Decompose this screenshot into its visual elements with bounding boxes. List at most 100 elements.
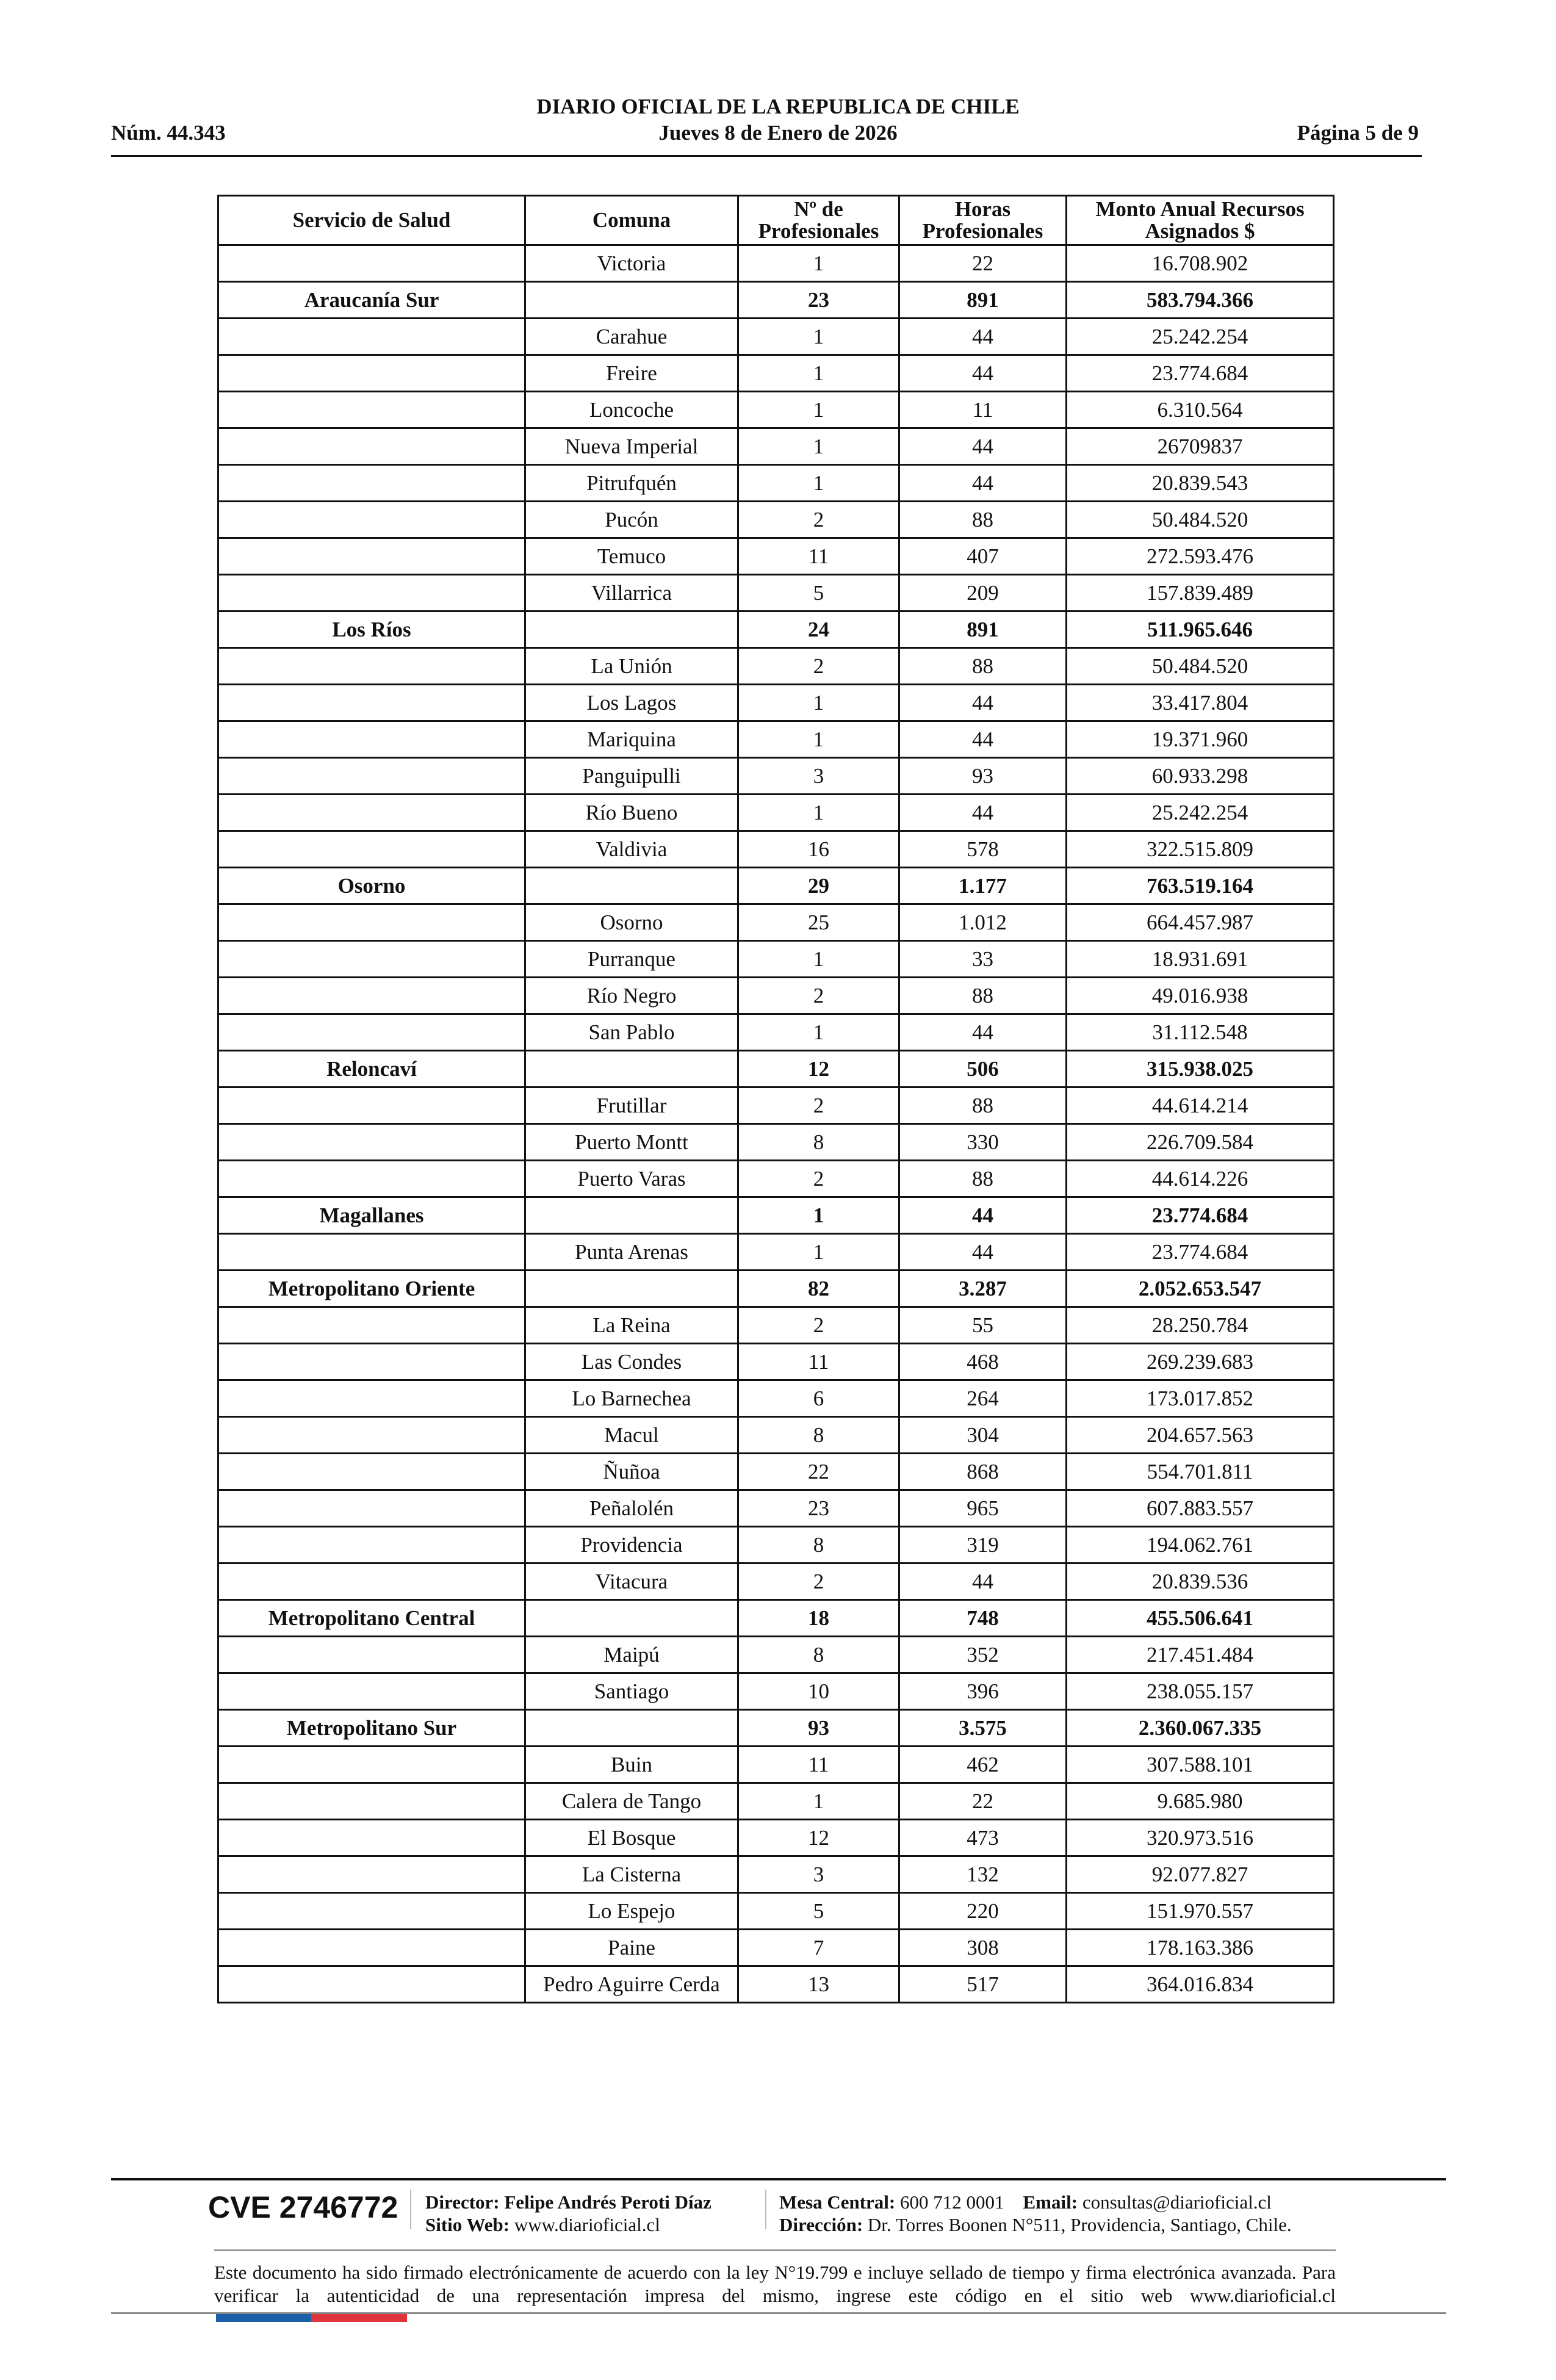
cell-monto: 269.239.683 — [1065, 1343, 1334, 1381]
cell-profesionales: 1 — [737, 317, 900, 356]
cell-profesionales: 82 — [737, 1269, 900, 1308]
cell-horas: 468 — [898, 1343, 1067, 1381]
cell-comuna: Punta Arenas — [524, 1233, 739, 1271]
cell-horas: 264 — [898, 1379, 1067, 1418]
cell-comuna: Victoria — [524, 244, 739, 283]
cell-comuna: Freire — [524, 354, 739, 392]
cell-horas: 891 — [898, 281, 1067, 319]
table-row: Calera de Tango 1 22 9.685.980 — [217, 1782, 1334, 1820]
cell-servicio — [217, 1489, 526, 1527]
cell-profesionales: 2 — [737, 1159, 900, 1198]
service-total-row: Reloncaví 12 506 315.938.025 — [217, 1050, 1334, 1088]
cell-horas: 396 — [898, 1672, 1067, 1711]
address-label: Dirección: — [779, 2214, 863, 2235]
cell-servicio — [217, 1233, 526, 1271]
cell-profesionales: 24 — [737, 610, 900, 649]
cell-horas: 1.177 — [898, 867, 1067, 905]
table-row: Carahue 1 44 25.242.254 — [217, 317, 1334, 356]
health-resources-table: Servicio de Salud Comuna Nº de Profesion… — [217, 195, 1334, 2003]
cell-monto: 31.112.548 — [1065, 1013, 1334, 1051]
cell-comuna — [524, 1050, 739, 1088]
cell-servicio — [217, 976, 526, 1015]
cell-profesionales: 22 — [737, 1452, 900, 1491]
cell-horas: 11 — [898, 391, 1067, 429]
email-link[interactable]: consultas@diarioficial.cl — [1082, 2191, 1272, 2213]
cell-horas: 473 — [898, 1819, 1067, 1857]
cell-monto: 23.774.684 — [1065, 354, 1334, 392]
cell-comuna: Peñalolén — [524, 1489, 739, 1527]
cell-horas: 748 — [898, 1599, 1067, 1637]
cell-horas: 44 — [898, 464, 1067, 502]
cell-monto: 50.484.520 — [1065, 500, 1334, 539]
cell-monto: 217.451.484 — [1065, 1635, 1334, 1674]
cell-servicio: Araucanía Sur — [217, 281, 526, 319]
cell-monto: 2.052.653.547 — [1065, 1269, 1334, 1308]
table-row: Purranque 1 33 18.931.691 — [217, 940, 1334, 978]
cell-servicio: Magallanes — [217, 1196, 526, 1235]
cell-servicio — [217, 1306, 526, 1344]
cell-horas: 220 — [898, 1892, 1067, 1930]
cell-monto: 194.062.761 — [1065, 1526, 1334, 1564]
cell-profesionales: 8 — [737, 1123, 900, 1161]
footer-bottom-divider — [111, 2312, 1446, 2314]
page-number: Página 5 de 9 — [1297, 121, 1419, 145]
cell-horas: 44 — [898, 793, 1067, 832]
cell-comuna — [524, 1709, 739, 1747]
cell-servicio — [217, 1672, 526, 1711]
cell-horas: 93 — [898, 757, 1067, 795]
cell-monto: 23.774.684 — [1065, 1233, 1334, 1271]
cell-profesionales: 8 — [737, 1635, 900, 1674]
cell-horas: 88 — [898, 976, 1067, 1015]
cell-profesionales: 2 — [737, 1086, 900, 1125]
cell-profesionales: 1 — [737, 427, 900, 466]
website-line: Sitio Web: www.diarioficial.cl — [425, 2214, 660, 2236]
footer-divider — [111, 2178, 1446, 2180]
cell-profesionales: 1 — [737, 391, 900, 429]
director-name: Felipe Andrés Peroti Díaz — [504, 2191, 711, 2213]
cell-servicio — [217, 1416, 526, 1454]
cell-profesionales: 10 — [737, 1672, 900, 1711]
cell-monto: 25.242.254 — [1065, 317, 1334, 356]
cell-profesionales: 11 — [737, 1343, 900, 1381]
cell-servicio — [217, 1965, 526, 2003]
service-total-row: Los Ríos 24 891 511.965.646 — [217, 610, 1334, 649]
cell-profesionales: 1 — [737, 683, 900, 722]
table-row: Valdivia 16 578 322.515.809 — [217, 830, 1334, 868]
cell-horas: 88 — [898, 1159, 1067, 1198]
cell-monto: 226.709.584 — [1065, 1123, 1334, 1161]
service-total-row: Magallanes 1 44 23.774.684 — [217, 1196, 1334, 1235]
cell-comuna — [524, 281, 739, 319]
table-row: Puerto Varas 2 88 44.614.226 — [217, 1159, 1334, 1198]
table-row: La Reina 2 55 28.250.784 — [217, 1306, 1334, 1344]
cell-servicio — [217, 500, 526, 539]
cell-comuna: Ñuñoa — [524, 1452, 739, 1491]
cell-horas: 22 — [898, 1782, 1067, 1820]
website-label: Sitio Web: — [425, 2214, 510, 2235]
flag-stripe-blue — [216, 2314, 311, 2322]
table-row: Pucón 2 88 50.484.520 — [217, 500, 1334, 539]
cell-comuna: Las Condes — [524, 1343, 739, 1381]
cell-horas: 44 — [898, 683, 1067, 722]
table-row: Río Negro 2 88 49.016.938 — [217, 976, 1334, 1015]
cell-profesionales: 16 — [737, 830, 900, 868]
cell-horas: 55 — [898, 1306, 1067, 1344]
table-row: Macul 8 304 204.657.563 — [217, 1416, 1334, 1454]
table-row: Frutillar 2 88 44.614.214 — [217, 1086, 1334, 1125]
cell-profesionales: 13 — [737, 1965, 900, 2003]
cell-comuna: Río Negro — [524, 976, 739, 1015]
issue-number: Núm. 44.343 — [111, 121, 226, 145]
cell-horas: 22 — [898, 244, 1067, 283]
cell-horas: 462 — [898, 1745, 1067, 1784]
cell-profesionales: 7 — [737, 1928, 900, 1967]
table-row: Pitrufquén 1 44 20.839.543 — [217, 464, 1334, 502]
cell-monto: 315.938.025 — [1065, 1050, 1334, 1088]
cell-horas: 44 — [898, 720, 1067, 759]
cell-comuna — [524, 610, 739, 649]
cell-comuna: La Unión — [524, 647, 739, 685]
website-link[interactable]: www.diarioficial.cl — [514, 2214, 660, 2235]
cell-monto: 664.457.987 — [1065, 903, 1334, 942]
footer-separator — [410, 2190, 411, 2229]
cell-servicio — [217, 1013, 526, 1051]
table-row: Santiago 10 396 238.055.157 — [217, 1672, 1334, 1711]
cell-monto: 554.701.811 — [1065, 1452, 1334, 1491]
